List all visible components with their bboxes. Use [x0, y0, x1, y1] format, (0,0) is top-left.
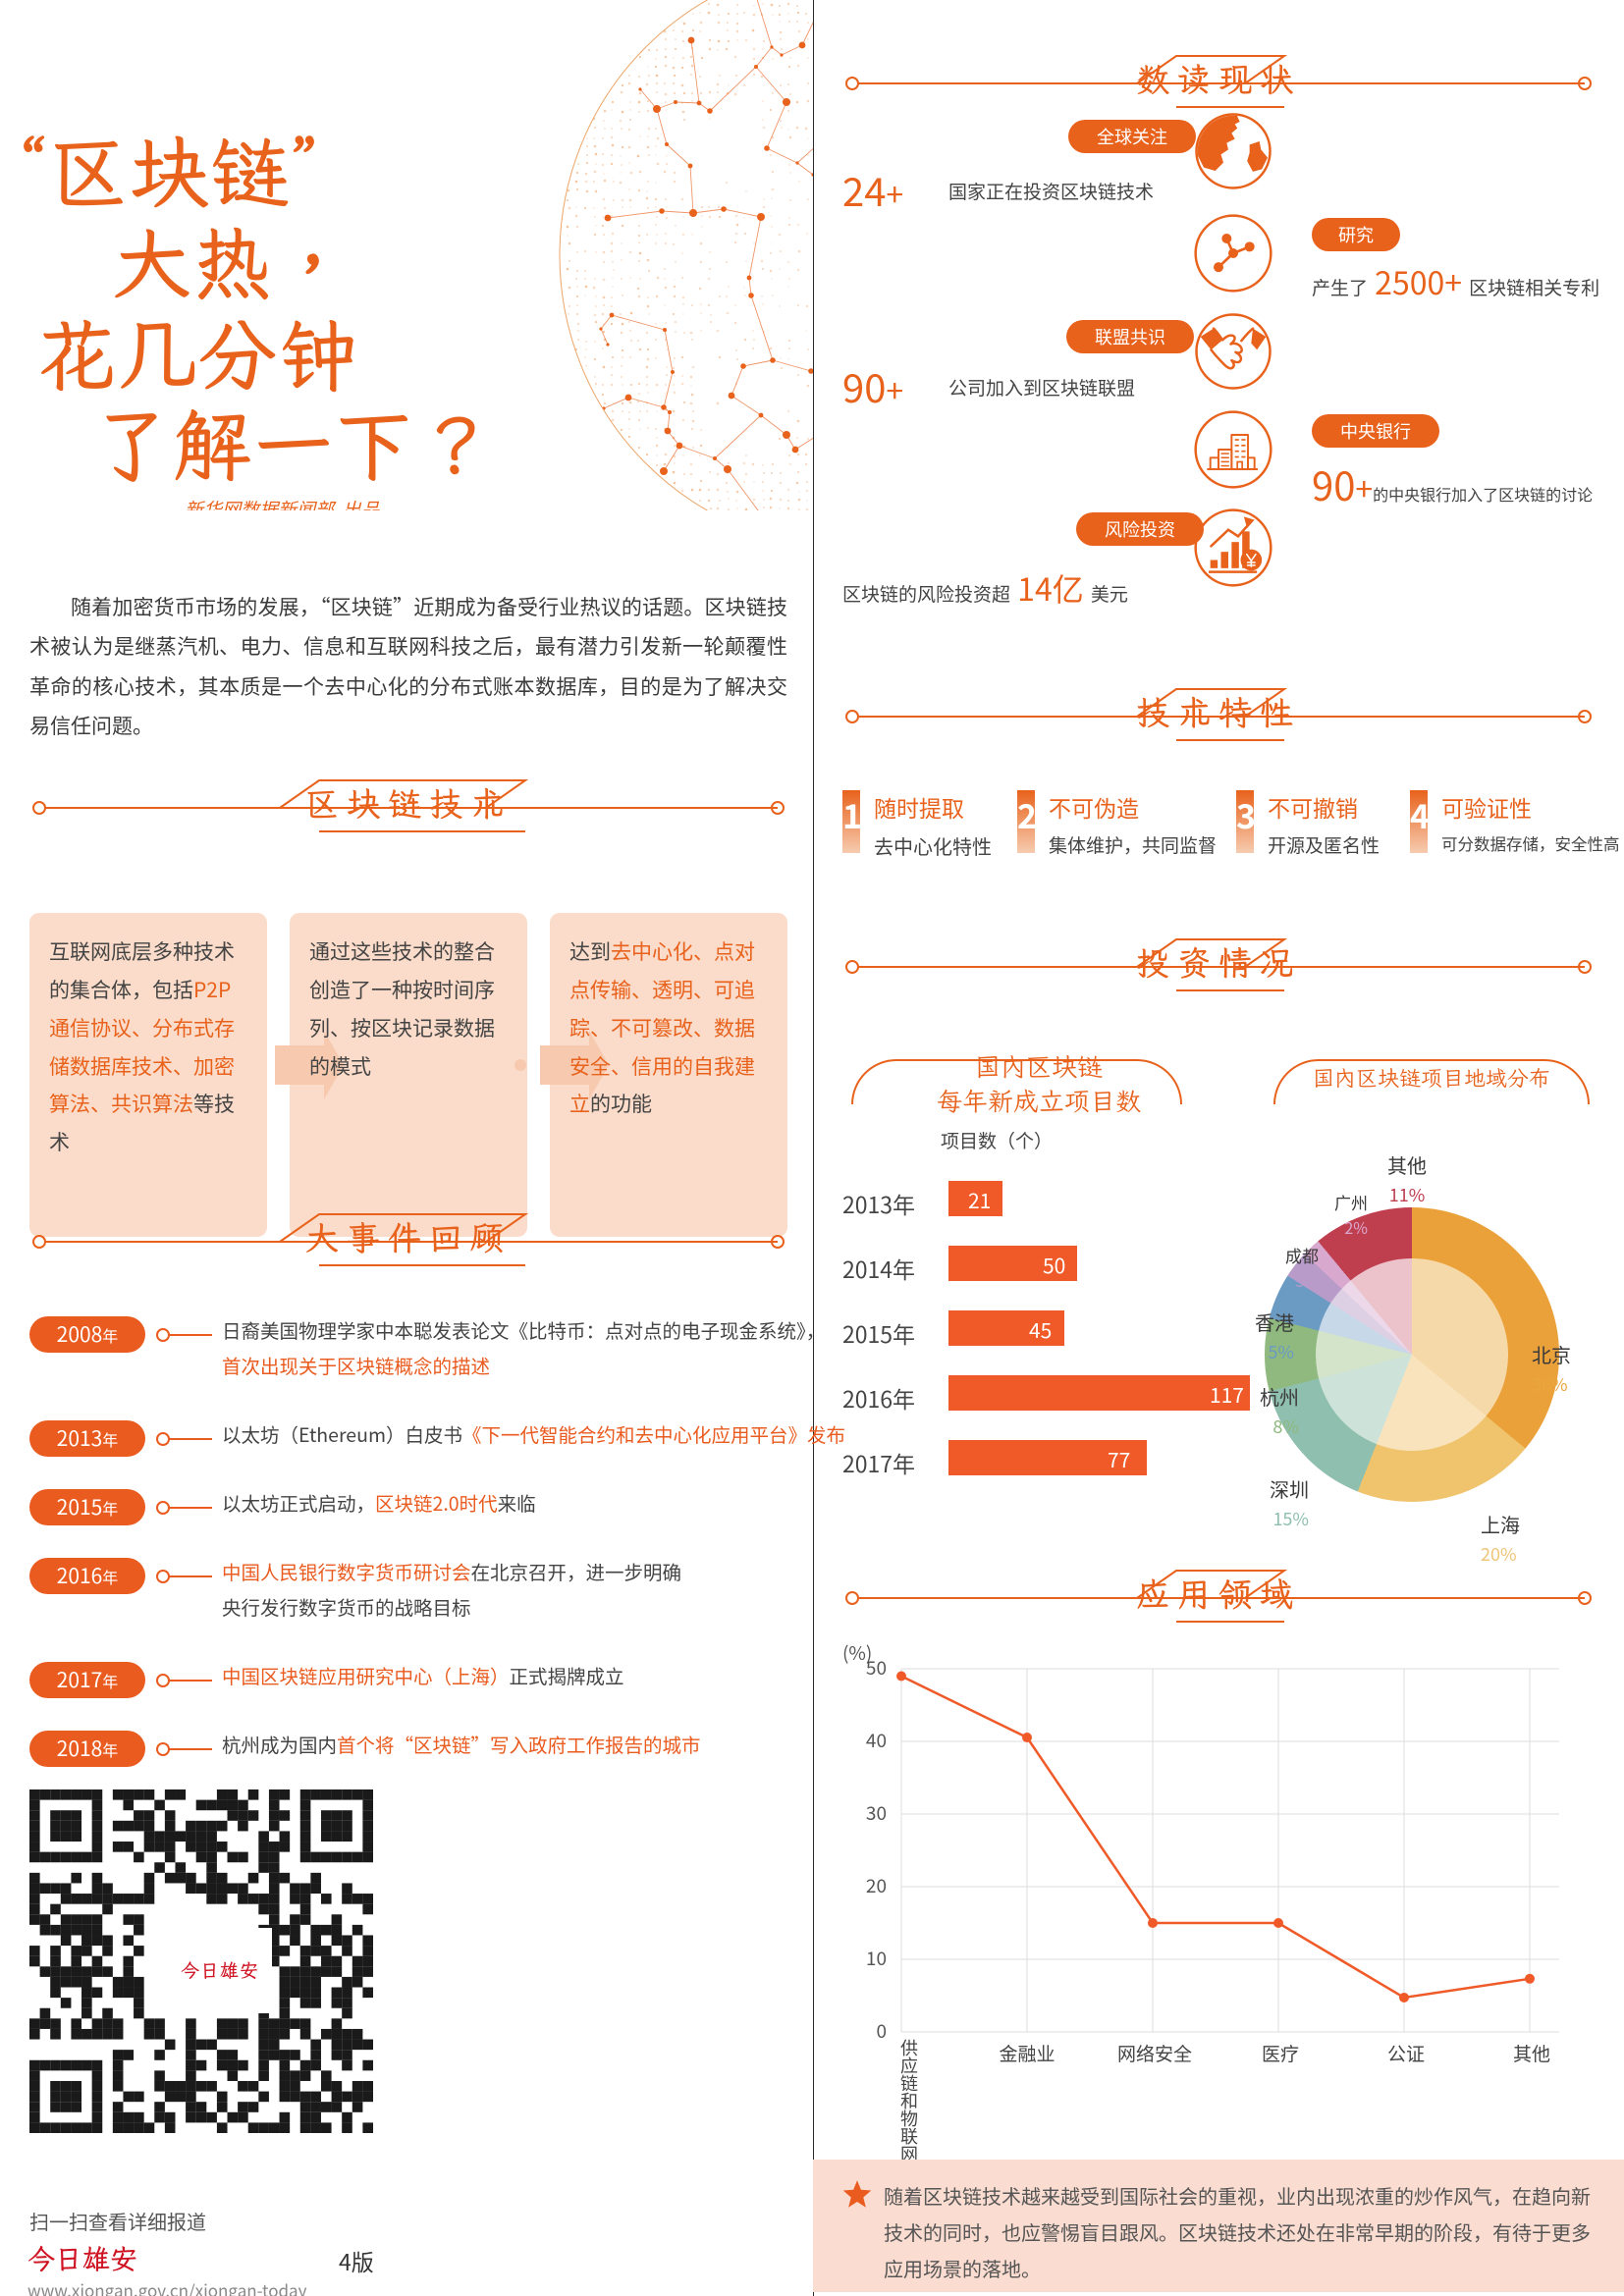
svg-text:30: 30: [866, 1799, 887, 1826]
svg-text:20: 20: [866, 1872, 887, 1898]
svg-text:10: 10: [866, 1945, 887, 1971]
svg-text:40: 40: [866, 1727, 887, 1753]
svg-text:50: 50: [866, 1659, 887, 1681]
